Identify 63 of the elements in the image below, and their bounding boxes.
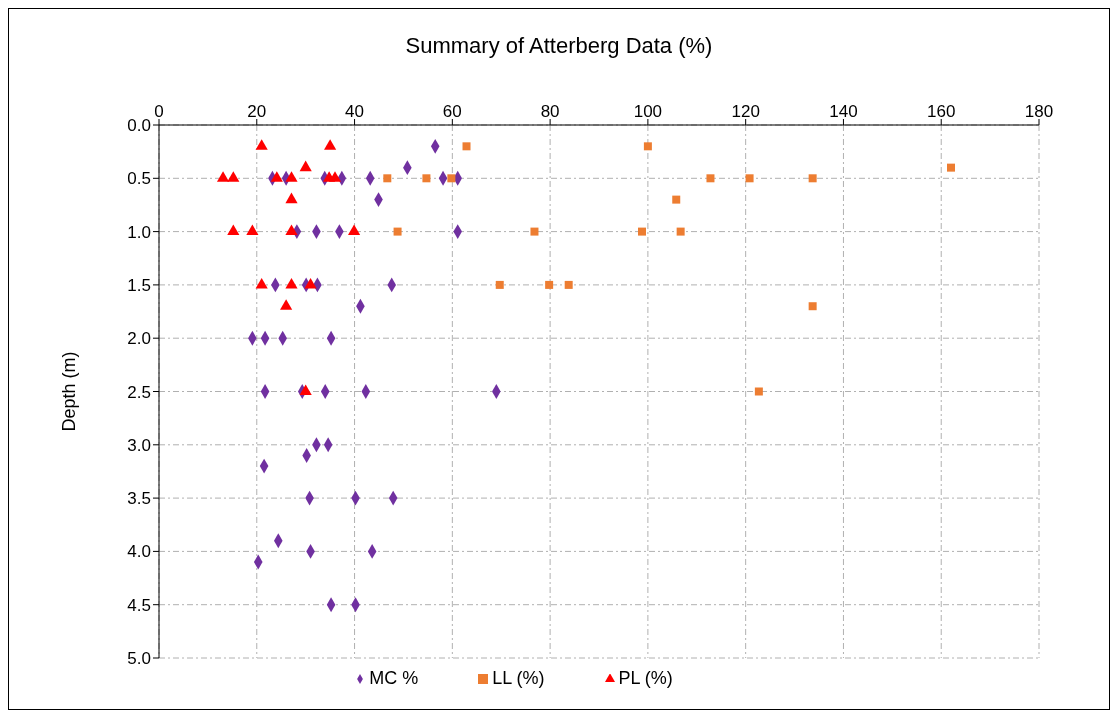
point — [495, 280, 504, 289]
x-tick-label: 160 — [927, 102, 956, 121]
point — [383, 174, 392, 183]
point — [745, 174, 754, 183]
point — [304, 277, 317, 289]
point — [299, 384, 312, 396]
legend-label: MC % — [369, 668, 419, 688]
point — [706, 174, 715, 183]
point — [672, 195, 681, 204]
x-tick-label: 140 — [829, 102, 858, 121]
point — [347, 224, 361, 236]
point — [227, 224, 240, 236]
y-tick-label: 2.0 — [127, 329, 151, 349]
x-tick-label: 40 — [345, 102, 365, 121]
point — [285, 224, 298, 236]
point — [328, 171, 342, 182]
y-tick-label: 0.5 — [127, 169, 151, 189]
point — [255, 277, 268, 289]
point — [227, 171, 240, 182]
point — [280, 299, 293, 310]
point — [255, 139, 268, 150]
x-tick-label: 80 — [540, 102, 560, 121]
point — [216, 171, 230, 182]
y-tick-label: 4.0 — [127, 542, 151, 562]
y-tick-label: 3.5 — [127, 489, 151, 509]
point — [285, 192, 298, 204]
y-tick-label: 3.0 — [127, 435, 151, 455]
point — [530, 227, 539, 236]
point — [754, 387, 763, 396]
point — [285, 171, 298, 182]
point — [447, 174, 456, 183]
chart-title: Summary of Atterberg Data (%) — [404, 33, 714, 59]
point — [324, 139, 337, 150]
x-tick-label: 20 — [247, 102, 267, 121]
y-tick-label: 1.5 — [127, 275, 151, 295]
point — [422, 174, 431, 183]
point — [947, 163, 955, 172]
x-tick-label: 120 — [731, 102, 760, 121]
y-tick-label: 5.0 — [127, 649, 151, 669]
point — [299, 160, 312, 172]
y-axis-title: Depth (m) — [59, 351, 80, 432]
legend-label: LL (%) — [492, 668, 545, 688]
x-tick-label: 180 — [1024, 102, 1054, 121]
y-tick-label: 2.5 — [127, 382, 151, 402]
y-tick-label: 1.0 — [127, 222, 151, 242]
point — [643, 142, 652, 151]
x-tick-label: 60 — [442, 102, 462, 121]
point — [564, 280, 573, 289]
point — [285, 277, 298, 289]
x-tick-label: 0 — [154, 102, 164, 121]
point — [462, 142, 471, 151]
point — [808, 302, 817, 311]
point — [638, 227, 647, 236]
x-tick-label: 100 — [633, 102, 663, 121]
point — [270, 171, 283, 182]
point — [393, 227, 402, 236]
point — [545, 280, 554, 289]
point — [246, 224, 259, 236]
y-tick-label: 4.5 — [127, 595, 151, 615]
legend-label: PL (%) — [618, 668, 673, 688]
y-tick-label: 0.0 — [127, 116, 151, 136]
point — [808, 174, 817, 183]
point — [676, 227, 685, 236]
